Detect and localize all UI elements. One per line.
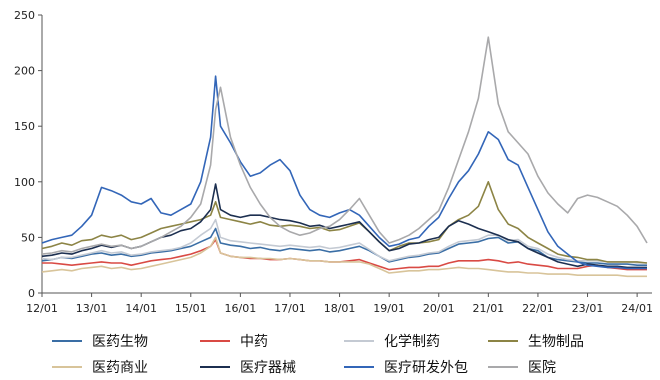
legend-swatch	[488, 340, 518, 342]
legend-label: 中药	[240, 334, 268, 350]
y-axis: 0 50 100 150 200 250	[14, 9, 43, 300]
legend: 医药生物 中药 化学制药 生物制品医药商业 医疗器械 医疗研发外包 医院	[0, 326, 660, 380]
x-tick-label: 22/01	[522, 302, 554, 315]
y-tick-label: 250	[14, 9, 35, 22]
series-line-6	[41, 75, 647, 270]
x-tick-label: 18/01	[324, 302, 356, 315]
legend-item: 医疗研发外包	[344, 356, 468, 378]
line-chart: 0 50 100 150 200 250 12/01 13/01 14/01 15/01 16/0…	[14, 9, 653, 315]
x-tick-label: 16/01	[225, 302, 257, 315]
legend-label: 医药商业	[92, 360, 148, 376]
legend-label: 医疗研发外包	[384, 360, 468, 376]
y-tick-label: 50	[21, 231, 35, 244]
legend-swatch	[344, 340, 374, 342]
y-tick-label: 200	[14, 65, 35, 78]
y-tick-label: 150	[14, 120, 35, 133]
legend-swatch	[200, 366, 230, 368]
series-line-4	[41, 236, 647, 278]
x-tick-label: 12/01	[26, 302, 58, 315]
y-tick-label: 0	[28, 287, 35, 300]
legend-swatch	[488, 366, 518, 368]
legend-label: 医院	[528, 360, 556, 376]
x-tick-label: 17/01	[274, 302, 306, 315]
legend-label: 化学制药	[384, 334, 440, 350]
legend-label: 生物制品	[528, 334, 584, 350]
legend-label: 医药生物	[92, 334, 148, 350]
legend-swatch	[52, 340, 82, 342]
legend-item: 中药	[200, 330, 268, 352]
y-tick-label: 100	[14, 176, 35, 189]
series-line-7	[41, 36, 648, 255]
x-tick-label: 13/01	[76, 302, 108, 315]
x-tick-label: 14/01	[125, 302, 157, 315]
x-tick-label: 21/01	[472, 302, 504, 315]
legend-item: 生物制品	[488, 330, 584, 352]
x-tick-label: 15/01	[175, 302, 207, 315]
legend-swatch	[52, 366, 82, 368]
series-line-3	[41, 181, 648, 264]
x-tick-label: 23/01	[572, 302, 604, 315]
series-layer	[41, 36, 648, 278]
legend-label: 医疗器械	[240, 360, 296, 376]
legend-item: 医疗器械	[200, 356, 296, 378]
x-tick-label: 24/01	[621, 302, 653, 315]
legend-item: 化学制药	[344, 330, 440, 352]
x-tick-label: 19/01	[373, 302, 405, 315]
x-tick-label: 20/01	[423, 302, 455, 315]
legend-item: 医药生物	[52, 330, 148, 352]
series-line-2	[41, 218, 647, 264]
x-axis: 12/01 13/01 14/01 15/01 16/01 17/01 18/01 19/01…	[26, 292, 653, 315]
legend-swatch	[344, 366, 374, 368]
legend-item: 医药商业	[52, 356, 148, 378]
legend-swatch	[200, 340, 230, 342]
legend-item: 医院	[488, 356, 556, 378]
